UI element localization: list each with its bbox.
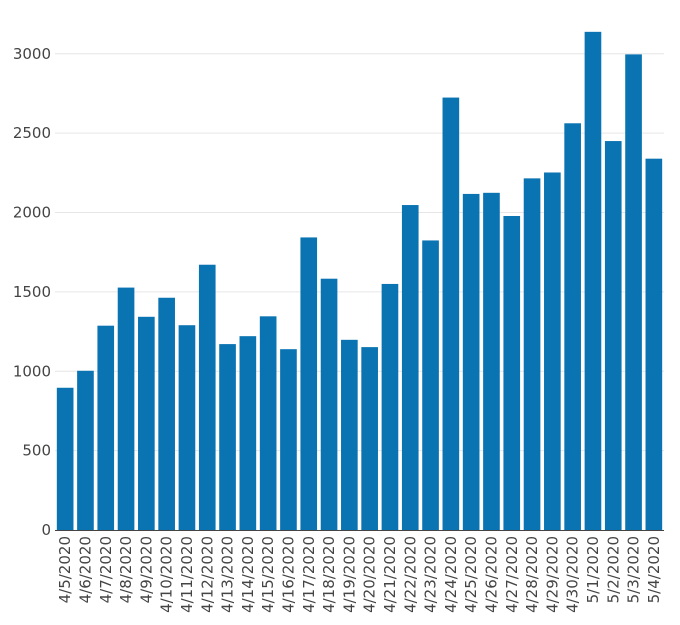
bar bbox=[645, 158, 663, 530]
bar bbox=[198, 264, 216, 530]
gridlines bbox=[55, 53, 664, 452]
bar bbox=[483, 192, 500, 530]
x-tick-label: 4/6/2020 bbox=[76, 536, 94, 603]
y-tick-label: 0 bbox=[41, 521, 51, 539]
bar bbox=[381, 283, 399, 530]
x-tick-label: 4/28/2020 bbox=[523, 536, 541, 613]
x-tick-label: 4/13/2020 bbox=[219, 536, 237, 613]
bar bbox=[219, 344, 236, 530]
bar bbox=[625, 54, 642, 530]
x-tick-label: 4/10/2020 bbox=[158, 536, 176, 613]
x-tick-label: 4/22/2020 bbox=[401, 536, 419, 613]
x-tick-label: 4/16/2020 bbox=[279, 536, 297, 613]
bar bbox=[320, 278, 338, 530]
x-tick-label: 5/3/2020 bbox=[625, 536, 643, 603]
bars bbox=[56, 31, 663, 531]
x-tick-label: 4/19/2020 bbox=[340, 536, 358, 613]
bar bbox=[523, 178, 541, 530]
bar bbox=[158, 297, 175, 530]
y-tick-label: 2000 bbox=[13, 204, 51, 222]
x-tick-label: 4/5/2020 bbox=[56, 536, 74, 603]
bar bbox=[442, 97, 460, 530]
bar bbox=[239, 336, 257, 530]
bar bbox=[564, 123, 581, 530]
x-tick-label: 4/9/2020 bbox=[137, 536, 155, 603]
x-tick-label: 4/21/2020 bbox=[381, 536, 399, 613]
x-tick-label: 4/24/2020 bbox=[442, 536, 460, 613]
x-tick-label: 4/30/2020 bbox=[564, 536, 582, 613]
bar bbox=[259, 316, 277, 530]
x-tick-label: 5/1/2020 bbox=[584, 536, 602, 603]
x-tick-label: 4/29/2020 bbox=[543, 536, 561, 613]
x-tick-label: 4/17/2020 bbox=[300, 536, 318, 613]
bar bbox=[178, 325, 196, 530]
bar bbox=[77, 370, 94, 530]
bar bbox=[401, 205, 419, 530]
bar bbox=[584, 31, 602, 531]
x-tick-label: 4/23/2020 bbox=[422, 536, 440, 613]
x-tick-label: 4/20/2020 bbox=[361, 536, 379, 613]
y-tick-label: 2500 bbox=[13, 124, 51, 142]
x-tick-label: 4/18/2020 bbox=[320, 536, 338, 613]
bar bbox=[503, 215, 521, 530]
x-tick-labels: 4/5/2020 4/6/2020 4/7/2020 4/8/2020 4/9/2020… bbox=[56, 536, 663, 613]
x-tick-label: 5/4/2020 bbox=[645, 536, 663, 603]
bar bbox=[361, 347, 378, 530]
x-tick-label: 4/12/2020 bbox=[198, 536, 216, 613]
bar bbox=[280, 349, 297, 530]
y-tick-label: 1000 bbox=[13, 362, 51, 380]
x-tick-label: 4/8/2020 bbox=[117, 536, 135, 603]
x-tick-label: 4/11/2020 bbox=[178, 536, 196, 613]
y-tick-label: 1500 bbox=[13, 283, 51, 301]
x-tick-label: 4/25/2020 bbox=[462, 536, 480, 613]
bar bbox=[300, 237, 318, 530]
bar bbox=[544, 172, 561, 530]
x-tick-label: 4/7/2020 bbox=[97, 536, 115, 603]
bar bbox=[97, 325, 115, 530]
y-tick-labels: 0 500 1000 1500 2000 2500 3000 bbox=[13, 45, 51, 539]
x-tick-label: 4/15/2020 bbox=[259, 536, 277, 613]
bar bbox=[462, 193, 480, 530]
bar bbox=[341, 339, 358, 530]
x-tick-label: 4/27/2020 bbox=[503, 536, 521, 613]
bar bbox=[422, 240, 439, 530]
bar bbox=[138, 316, 155, 530]
x-tick-label: 4/14/2020 bbox=[239, 536, 257, 613]
bar bbox=[604, 141, 622, 530]
x-tick-label: 5/2/2020 bbox=[604, 536, 622, 603]
bar bbox=[56, 387, 74, 530]
bar bbox=[117, 287, 135, 530]
x-tick-label: 4/26/2020 bbox=[482, 536, 500, 613]
y-tick-label: 500 bbox=[22, 442, 51, 460]
y-tick-label: 3000 bbox=[13, 45, 51, 63]
